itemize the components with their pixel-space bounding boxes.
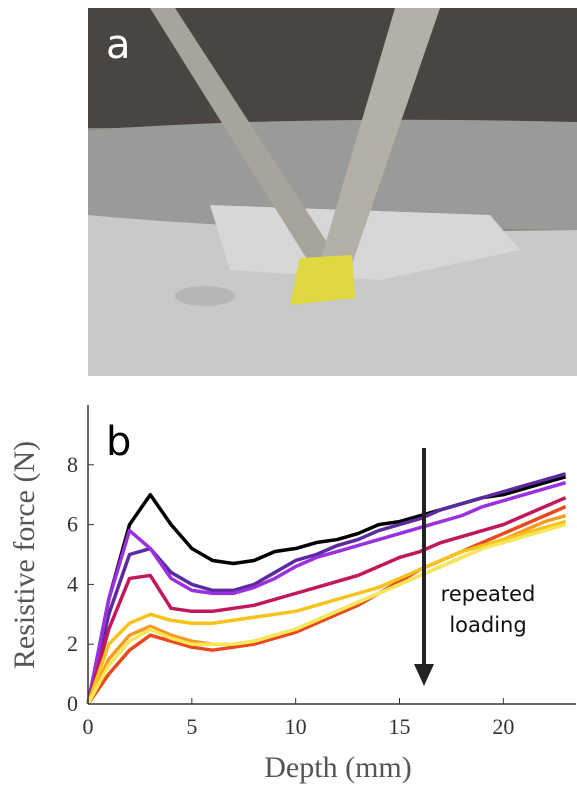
photo-tub-wall xyxy=(88,119,577,230)
annotation-arrowhead xyxy=(414,664,434,686)
data-line xyxy=(86,505,567,705)
y-tick-label: 2 xyxy=(67,631,78,656)
y-tick-label: 0 xyxy=(67,691,78,716)
photo-footprint xyxy=(175,286,235,306)
y-tick-label: 8 xyxy=(67,452,78,477)
y-tick-label: 4 xyxy=(67,571,78,596)
x-tick-label: 20 xyxy=(492,714,514,739)
x-tick-label: 10 xyxy=(285,714,307,739)
data-line xyxy=(86,472,567,705)
data-line xyxy=(86,522,567,705)
data-line xyxy=(86,496,567,705)
y-tick-label: 6 xyxy=(67,512,78,537)
x-axis-label: Depth (mm) xyxy=(264,751,411,784)
panel-label: a xyxy=(106,22,131,68)
panel-label: b xyxy=(106,419,131,465)
y-axis-label: Resistive force (N) xyxy=(8,441,41,669)
x-tick-label: 0 xyxy=(83,714,94,739)
annotation: repeated xyxy=(441,582,536,606)
photo-leg-right xyxy=(320,8,440,270)
photo-foot xyxy=(290,255,355,305)
photo-leg-left xyxy=(150,8,345,280)
annotation: loading xyxy=(449,613,526,637)
photo: a xyxy=(88,8,577,376)
data-line xyxy=(86,519,567,705)
x-tick-label: 5 xyxy=(186,714,197,739)
x-tick-label: 15 xyxy=(388,714,410,739)
data-line xyxy=(86,481,567,705)
